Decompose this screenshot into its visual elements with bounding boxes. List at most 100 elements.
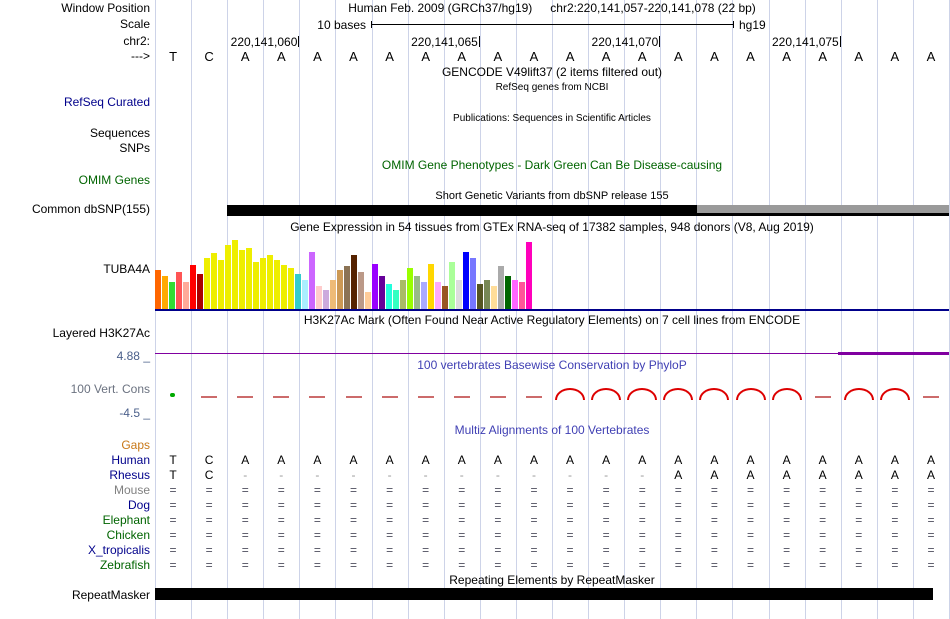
gtex-tissue-bar[interactable] — [323, 290, 329, 310]
gtex-tissue-bar[interactable] — [155, 270, 161, 310]
gtex-tissue-bar[interactable] — [365, 292, 371, 310]
gtex-tissue-bar[interactable] — [169, 282, 175, 310]
sidebar-label-common-dbsnp[interactable]: Common dbSNP(155) — [31, 202, 150, 216]
species-label-rhesus[interactable]: Rhesus — [109, 468, 150, 482]
sidebar-label-snps[interactable]: SNPs — [119, 141, 150, 155]
gtex-tissue-bar[interactable] — [204, 258, 210, 310]
h3k27ac-signal-right-segment[interactable] — [838, 352, 949, 355]
species-label-chicken[interactable]: Chicken — [106, 528, 150, 542]
gtex-tissue-bar[interactable] — [316, 286, 322, 310]
gtex-tissue-bar[interactable] — [337, 270, 343, 310]
alignment-symbol: = — [927, 543, 935, 557]
species-label-dog[interactable]: Dog — [127, 498, 150, 512]
sidebar-label-layered-h3k27ac[interactable]: Layered H3K27Ac — [52, 326, 150, 340]
dbsnp-track-title[interactable]: Short Genetic Variants from dbSNP releas… — [435, 190, 669, 202]
sidebar-label-repeatmasker[interactable]: RepeatMasker — [71, 588, 150, 602]
gtex-tissue-bar[interactable] — [512, 280, 518, 310]
sidebar-label-gtex-gene[interactable]: TUBA4A — [103, 262, 150, 276]
gtex-tissue-bar[interactable] — [239, 250, 245, 310]
sidebar-label-omim-genes[interactable]: OMIM Genes — [78, 173, 150, 187]
gtex-tissue-bar[interactable] — [330, 280, 336, 310]
gtex-tissue-bar[interactable] — [351, 255, 357, 310]
gtex-tissue-bar[interactable] — [498, 266, 504, 310]
gtex-tissue-bar[interactable] — [246, 248, 252, 310]
ruler-coordinate: 220,141,075 — [772, 35, 839, 49]
gtex-tissue-bar[interactable] — [288, 268, 294, 310]
refseq-track-title[interactable]: RefSeq genes from NCBI — [495, 82, 609, 93]
gtex-tissue-bar[interactable] — [456, 280, 462, 310]
gtex-tissue-bar[interactable] — [358, 272, 364, 310]
alignment-symbol: = — [349, 558, 357, 572]
gtex-tissue-bar[interactable] — [302, 280, 308, 310]
dbsnp-variant-bar[interactable] — [227, 205, 949, 216]
gtex-tissue-bar[interactable] — [491, 286, 497, 310]
gtex-tissue-bar[interactable] — [379, 276, 385, 310]
h3k27ac-track-title[interactable]: H3K27Ac Mark (Often Found Near Active Re… — [303, 313, 801, 327]
gtex-tissue-bar[interactable] — [505, 276, 511, 310]
gtex-tissue-bar[interactable] — [470, 258, 476, 310]
gtex-tissue-bar[interactable] — [232, 240, 238, 310]
gtex-tissue-bar[interactable] — [407, 268, 413, 310]
gtex-tissue-bar[interactable] — [442, 286, 448, 310]
phylop-track-title[interactable]: 100 vertebrates Basewise Conservation by… — [417, 358, 687, 372]
alignment-symbol: = — [855, 558, 863, 572]
species-label-elephant[interactable]: Elephant — [102, 513, 150, 527]
gtex-track-title[interactable]: Gene Expression in 54 tissues from GTEx … — [290, 220, 814, 234]
gtex-tissue-bar[interactable] — [274, 260, 280, 310]
species-label-zebrafish[interactable]: Zebrafish — [99, 558, 150, 572]
gtex-tissue-bar[interactable] — [484, 280, 490, 310]
gtex-tissue-bar[interactable] — [176, 272, 182, 310]
repeatmasker-track-title[interactable]: Repeating Elements by RepeatMasker — [449, 573, 655, 587]
multiz-track-title[interactable]: Multiz Alignments of 100 Vertebrates — [454, 423, 650, 437]
sidebar-label-sequences[interactable]: Sequences — [89, 126, 150, 140]
species-label-human[interactable]: Human — [111, 453, 150, 467]
sidebar-label-gaps[interactable]: Gaps — [121, 438, 150, 452]
h3k27ac-signal-line[interactable] — [155, 353, 949, 354]
publications-track-title[interactable]: Publications: Sequences in Scientific Ar… — [453, 113, 651, 124]
gtex-tissue-bar[interactable] — [386, 284, 392, 310]
gencode-track-title[interactable]: GENCODE V49lift37 (2 items filtered out) — [441, 65, 663, 79]
species-label-mouse[interactable]: Mouse — [113, 483, 150, 497]
gtex-tissue-bar[interactable] — [211, 253, 217, 310]
gtex-tissue-bar[interactable] — [295, 274, 301, 310]
gtex-tissue-bar[interactable] — [519, 282, 525, 310]
sidebar-label-vert-cons[interactable]: 100 Vert. Cons — [70, 382, 150, 396]
gtex-tissue-bar[interactable] — [309, 252, 315, 310]
gtex-tissue-bar[interactable] — [253, 262, 259, 310]
gtex-tissue-bar[interactable] — [428, 264, 434, 310]
gtex-tissue-bar[interactable] — [218, 260, 224, 310]
species-label-x_tropicalis[interactable]: X_tropicalis — [87, 543, 150, 557]
gtex-tissue-bar[interactable] — [260, 258, 266, 310]
gtex-tissue-bar[interactable] — [162, 276, 168, 310]
gtex-tissue-bar[interactable] — [197, 274, 203, 310]
gtex-tissue-bar[interactable] — [183, 282, 189, 310]
phylop-negative-dash — [814, 396, 831, 398]
gtex-tissue-bar[interactable] — [344, 266, 350, 310]
alignment-symbol: = — [313, 498, 321, 512]
gtex-tissue-bar[interactable] — [225, 245, 231, 310]
gtex-tissue-bar[interactable] — [526, 242, 532, 310]
alignment-symbol: - — [640, 468, 645, 482]
dbsnp-variant-bar-gray[interactable] — [697, 205, 949, 213]
gtex-tissue-bar[interactable] — [435, 282, 441, 310]
alignment-symbol: = — [313, 558, 321, 572]
gtex-tissue-bar[interactable] — [372, 264, 378, 310]
gtex-tissue-bar[interactable] — [190, 265, 196, 310]
sidebar-label-refseq-curated[interactable]: RefSeq Curated — [63, 95, 150, 109]
gtex-tissue-bar[interactable] — [477, 284, 483, 310]
gtex-tissue-bar[interactable] — [449, 262, 455, 310]
phylop-negative-dash — [922, 396, 939, 398]
gtex-tissue-bar[interactable] — [267, 255, 273, 310]
gtex-tissue-bar[interactable] — [281, 265, 287, 310]
gtex-tissue-bar[interactable] — [393, 290, 399, 310]
repeatmasker-bar[interactable] — [155, 588, 933, 600]
gtex-tissue-bar[interactable] — [414, 276, 420, 310]
omim-track-title[interactable]: OMIM Gene Phenotypes - Dark Green Can Be… — [381, 158, 723, 172]
gtex-tissue-bar[interactable] — [400, 280, 406, 310]
gtex-tissue-bar[interactable] — [421, 282, 427, 310]
gtex-tissue-bar[interactable] — [463, 252, 469, 310]
